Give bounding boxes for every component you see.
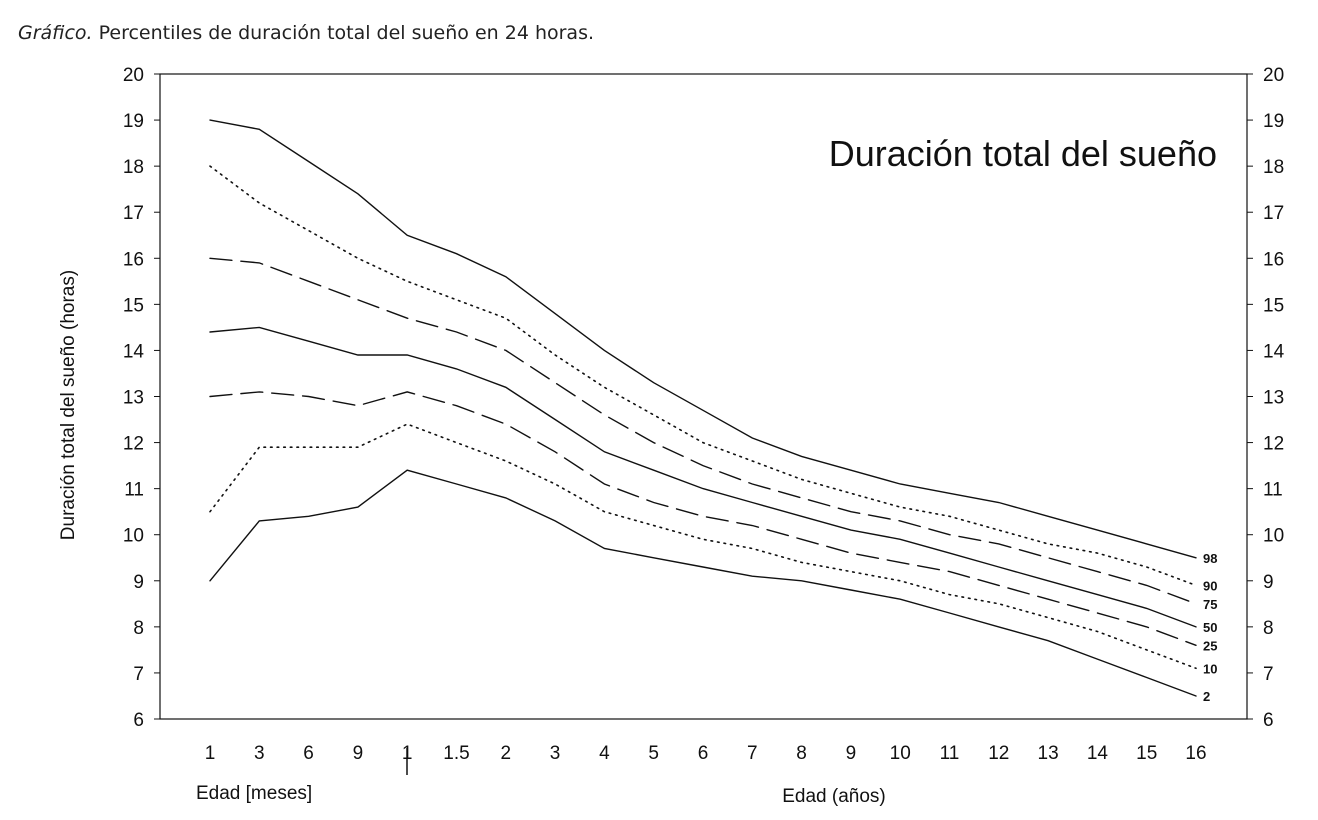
y-tick-label-right: 19	[1263, 111, 1284, 132]
y-tick-label-left: 16	[123, 249, 144, 270]
chart-title: Duración total del sueño	[829, 133, 1217, 174]
y-tick-label-left: 11	[124, 480, 144, 501]
y-tick-label-left: 10	[123, 526, 144, 547]
percentile-label-p2: 2	[1203, 689, 1210, 704]
x-tick-label: 14	[1087, 743, 1109, 764]
percentile-label-p98: 98	[1203, 551, 1217, 566]
y-tick-label-right: 9	[1263, 572, 1274, 593]
y-tick-label-right: 8	[1263, 618, 1274, 639]
y-tick-label-left: 18	[123, 157, 144, 178]
percentile-line-p75	[209, 257, 1197, 605]
percentile-line-p25	[209, 391, 1197, 646]
y-tick-label-right: 14	[1263, 341, 1285, 362]
x-tick-label: 11	[940, 743, 960, 764]
x-tick-label: 13	[1038, 743, 1059, 764]
caption-lead: Gráfico.	[18, 22, 93, 44]
x-tick-label: 1.5	[443, 743, 469, 764]
y-tick-label-left: 19	[123, 111, 144, 132]
x-tick-label: 3	[254, 743, 265, 764]
x-tick-label: 9	[353, 743, 364, 764]
y-tick-label-right: 16	[1263, 249, 1284, 270]
x-tick-label: 16	[1185, 743, 1206, 764]
y-tick-label-left: 14	[123, 341, 145, 362]
percentile-line-p50	[209, 326, 1197, 628]
y-tick-label-right: 20	[1263, 65, 1284, 86]
y-tick-label-right: 17	[1263, 203, 1284, 224]
y-tick-label-left: 8	[133, 618, 144, 639]
percentile-line-p10	[209, 423, 1197, 670]
x-tick-label: 2	[501, 743, 512, 764]
x-axis-label-years: Edad (años)	[782, 786, 886, 807]
caption-text: Percentiles de duración total del sueño …	[98, 22, 595, 44]
x-axis-label-months: Edad [meses]	[196, 783, 312, 804]
percentile-label-p50: 50	[1203, 620, 1217, 635]
y-tick-label-left: 7	[133, 664, 144, 685]
y-tick-label-left: 6	[133, 710, 144, 731]
left-y-axis: 6 7 8 9 10 11 12 13 14 15 16 17 18 19 20	[123, 65, 160, 731]
y-tick-label-left: 9	[133, 572, 144, 593]
x-tick-label: 4	[599, 743, 610, 764]
percentile-label-p25: 25	[1203, 638, 1217, 653]
y-axis-label: Duración total del sueño (horas)	[58, 270, 79, 540]
x-tick-label: 12	[988, 743, 1009, 764]
x-tick-label: 5	[648, 743, 659, 764]
percentile-label-p75: 75	[1203, 597, 1217, 612]
y-tick-label-right: 13	[1263, 388, 1284, 409]
y-tick-label-right: 10	[1263, 526, 1284, 547]
y-tick-label-left: 20	[123, 65, 144, 86]
x-tick-label: 3	[550, 743, 561, 764]
right-y-axis: 6 7 8 9 10 11 12 13 14 15 16 17 18 19 20	[1247, 65, 1285, 731]
x-tick-label: 6	[698, 743, 709, 764]
y-tick-label-right: 11	[1263, 480, 1283, 501]
x-tick-label: 7	[747, 743, 758, 764]
y-tick-label-left: 13	[123, 388, 144, 409]
percentile-lines	[209, 119, 1197, 697]
x-tick-label: 8	[796, 743, 807, 764]
y-tick-label-left: 17	[123, 203, 144, 224]
x-tick-label: 9	[846, 743, 857, 764]
percentile-labels: 98 90 75 50 25 10 2	[1203, 551, 1217, 704]
x-tick-label: 6	[303, 743, 314, 764]
percentile-line-p98	[209, 119, 1197, 559]
percentile-label-p10: 10	[1203, 661, 1217, 676]
y-tick-label-right: 15	[1263, 295, 1284, 316]
y-tick-label-right: 12	[1263, 434, 1284, 455]
x-tick-label: 10	[890, 743, 911, 764]
y-tick-label-left: 12	[123, 434, 144, 455]
y-tick-label-right: 7	[1263, 664, 1274, 685]
y-tick-label-left: 15	[123, 295, 144, 316]
x-tick-label: 1	[205, 743, 216, 764]
y-tick-label-right: 18	[1263, 157, 1284, 178]
percentile-label-p90: 90	[1203, 578, 1217, 593]
percentile-line-p2	[209, 469, 1197, 697]
figure-caption: Gráfico. Percentiles de duración total d…	[18, 22, 594, 44]
percentile-line-p90	[209, 165, 1197, 587]
x-tick-label: 15	[1136, 743, 1157, 764]
y-tick-label-right: 6	[1263, 710, 1274, 731]
